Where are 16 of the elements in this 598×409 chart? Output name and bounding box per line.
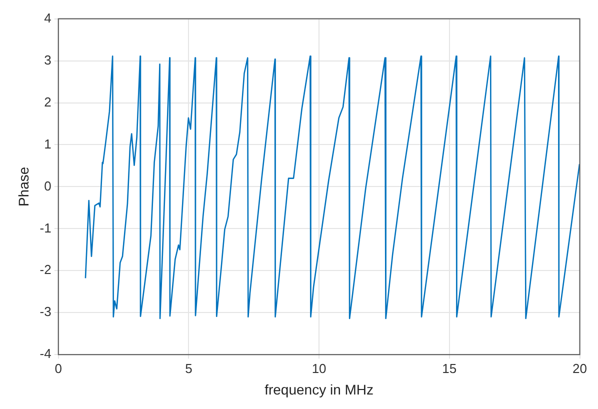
y-tick-label: -3 [40, 304, 52, 320]
y-tick-label: -2 [40, 262, 52, 278]
y-tick-label: 3 [44, 52, 52, 68]
y-tick-label: 2 [44, 94, 52, 110]
x-tick-label: 10 [312, 360, 326, 376]
x-tick-label: 0 [54, 360, 62, 376]
y-tick-label: 1 [44, 136, 52, 152]
x-tick-label: 5 [185, 360, 192, 376]
y-axis-title: Phase [15, 166, 32, 207]
y-tick-label: -4 [40, 346, 52, 362]
y-tick-label: -1 [40, 220, 52, 236]
y-tick-label: 0 [44, 178, 52, 194]
y-tick-label: 4 [44, 10, 52, 26]
x-tick-label: 15 [442, 360, 457, 376]
x-tick-label: 20 [572, 360, 588, 376]
x-axis-title: frequency in MHz [264, 381, 374, 398]
